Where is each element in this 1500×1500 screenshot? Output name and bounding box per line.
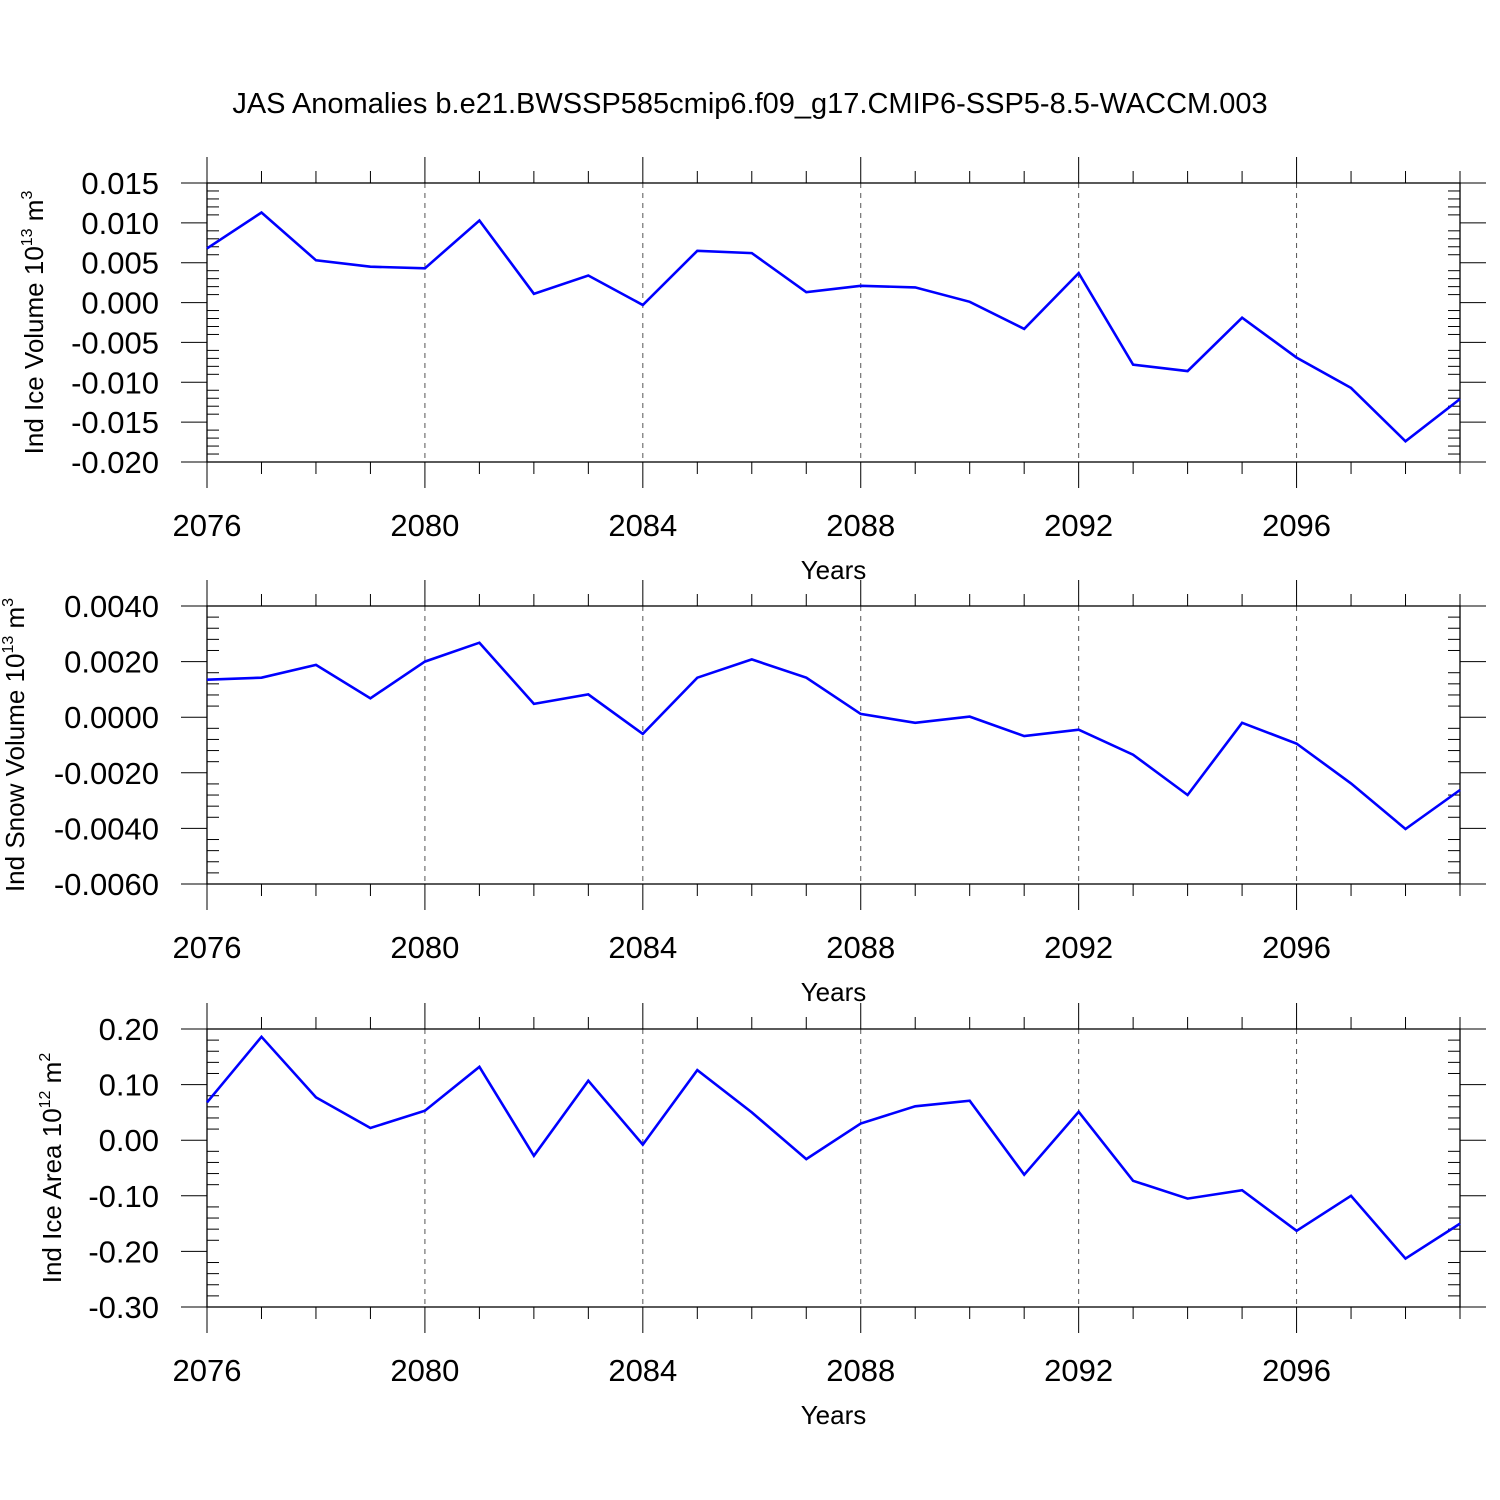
y-axis-label-part: Ind Ice Area 10 <box>37 1108 67 1283</box>
y-tick-label: 0.0000 <box>64 700 159 735</box>
x-tick-label: 2080 <box>390 1353 459 1388</box>
y-tick-label: -0.0060 <box>54 867 159 902</box>
y-tick-label: -0.30 <box>88 1290 159 1325</box>
y-axis-label: Ind Snow Volume 1013 m3 <box>0 598 30 892</box>
x-axis-label: Years <box>801 555 867 585</box>
y-axis-label-exponent: 12 <box>37 1090 54 1108</box>
x-tick-label: 2096 <box>1262 508 1331 543</box>
chart-title: JAS Anomalies b.e21.BWSSP585cmip6.f09_g1… <box>232 88 1268 120</box>
series-line <box>206 641 1461 831</box>
y-tick-label: 0.0020 <box>64 645 159 680</box>
y-tick-label: -0.005 <box>71 325 159 360</box>
y-axis-label-exponent: 2 <box>37 1053 54 1062</box>
x-tick-label: 2092 <box>1044 930 1113 965</box>
x-tick-label: 2084 <box>608 508 677 543</box>
y-tick-label: 0.0040 <box>64 589 159 624</box>
series-line <box>206 210 1461 444</box>
y-tick-label: 0.010 <box>81 206 159 241</box>
y-tick-label: -0.10 <box>88 1179 159 1214</box>
ice-area-panel: -0.30 -0.20 -0.10 0.00 0.10 0.20 2076 2080 2084 2… <box>37 1003 1486 1430</box>
x-tick-label: 2096 <box>1262 1353 1331 1388</box>
y-tick-label: -0.015 <box>71 405 159 440</box>
x-tick-label: 2092 <box>1044 508 1113 543</box>
x-tick-label: 2076 <box>173 508 242 543</box>
x-tick-label: 2096 <box>1262 930 1331 965</box>
plot-frame <box>206 182 1461 463</box>
y-axis-label-part: m <box>37 1062 67 1091</box>
y-tick-label: 0.00 <box>99 1123 159 1158</box>
y-tick-label: 0.10 <box>99 1068 159 1103</box>
y-tick-label: -0.010 <box>71 365 159 400</box>
x-tick-label: 2084 <box>608 930 677 965</box>
x-tick-label: 2080 <box>390 508 459 543</box>
y-axis-label-part: Ind Ice Volume 10 <box>19 246 49 454</box>
x-tick-label: 2088 <box>826 930 895 965</box>
y-tick-label: 0.005 <box>81 246 159 281</box>
x-tick-label: 2088 <box>826 508 895 543</box>
plot-frame <box>206 1028 1461 1308</box>
ice-volume-panel: -0.020 -0.015 -0.010 -0.005 0.000 0.005 0.010 0… <box>19 157 1486 585</box>
y-axis-label-exponent: 13 <box>0 636 17 654</box>
x-tick-label: 2076 <box>173 1353 242 1388</box>
x-tick-label: 2080 <box>390 930 459 965</box>
x-tick-label: 2076 <box>173 930 242 965</box>
y-tick-label: -0.0040 <box>54 811 159 846</box>
x-axis-label: Years <box>801 977 867 1007</box>
y-tick-label: -0.20 <box>88 1234 159 1269</box>
y-tick-label: 0.015 <box>81 166 159 201</box>
snow-volume-panel: -0.0060 -0.0040 -0.0020 0.0000 0.0020 0.0040 2… <box>0 580 1486 1007</box>
y-axis-label: Ind Ice Area 1012 m2 <box>37 1053 67 1284</box>
x-tick-label: 2092 <box>1044 1353 1113 1388</box>
y-axis-label-part: m <box>19 200 49 229</box>
y-axis-label-exponent: 3 <box>0 598 17 607</box>
x-tick-label: 2084 <box>608 1353 677 1388</box>
series-line <box>206 1034 1461 1261</box>
x-axis-label: Years <box>801 1400 867 1430</box>
y-tick-label: 0.000 <box>81 286 159 321</box>
y-tick-label: -0.020 <box>71 445 159 480</box>
y-axis-label-part: Ind Snow Volume 10 <box>0 654 30 893</box>
y-axis-label-exponent: 3 <box>19 191 36 200</box>
y-tick-label: 0.20 <box>99 1012 159 1047</box>
y-axis-label: Ind Ice Volume 1013 m3 <box>19 191 49 455</box>
x-tick-label: 2088 <box>826 1353 895 1388</box>
y-axis-label-part: m <box>0 607 30 636</box>
y-axis-label-exponent: 13 <box>19 228 36 246</box>
plot-frame <box>206 605 1461 885</box>
y-tick-label: -0.0020 <box>54 756 159 791</box>
